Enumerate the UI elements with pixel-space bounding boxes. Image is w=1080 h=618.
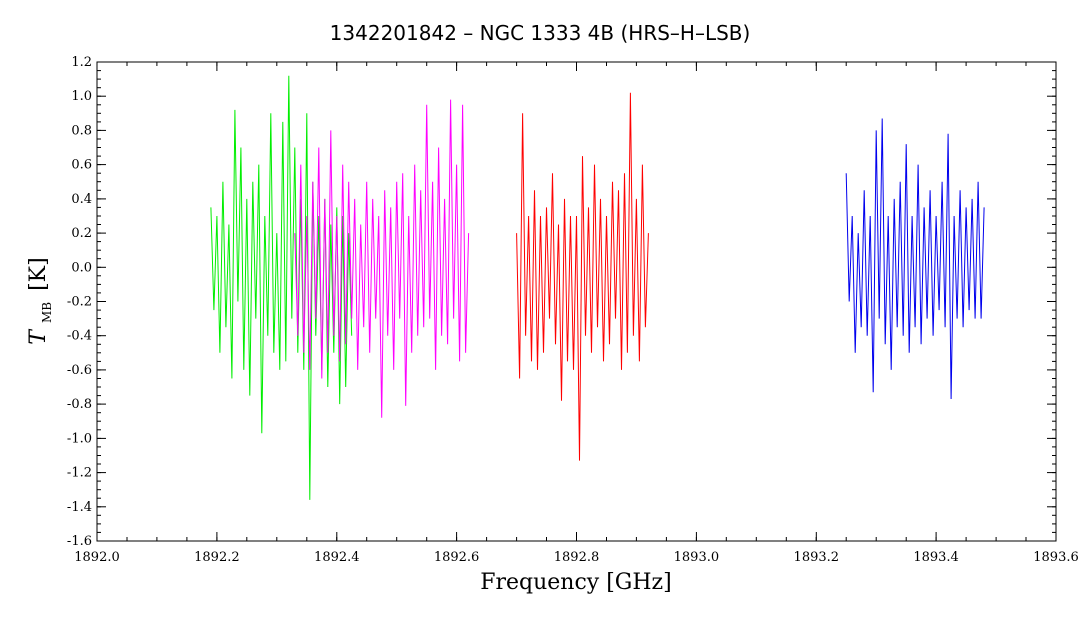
x-tick-label: 1893.0: [674, 550, 720, 565]
y-tick-label: -0.2: [67, 295, 92, 310]
ticks-layer: 1892.0 1892.2 1892.4 1892.6 1892.8 1893.0 1893…: [67, 55, 1079, 565]
series-line-4: [845, 118, 985, 400]
y-tick-label: 0.2: [71, 226, 92, 241]
x-tick-label: 1893.4: [913, 550, 959, 565]
series-layer: [210, 75, 985, 500]
y-axis-label-unit: [K]: [26, 257, 51, 291]
y-tick-label: -1.2: [67, 466, 92, 481]
y-tick-label: -1.4: [67, 500, 92, 515]
plot-area: 1892.0 1892.2 1892.4 1892.6 1892.8 1893.0 1893…: [67, 55, 1079, 565]
plot-frame: [96, 61, 1057, 542]
x-tick-label: 1892.2: [194, 550, 240, 565]
y-tick-label: 1.2: [71, 55, 92, 70]
x-tick-label: 1892.8: [554, 550, 600, 565]
y-tick-label: -0.8: [67, 397, 92, 412]
y-axis-label-subscript: MB: [40, 302, 54, 323]
y-tick-label: 0.0: [71, 260, 92, 275]
y-tick-label: 0.8: [71, 123, 92, 138]
x-tick-label: 1893.2: [794, 550, 840, 565]
chart-title: 1342201842 – NGC 1333 4B (HRS–H–LSB): [330, 21, 751, 45]
y-axis-label-symbol: T: [26, 328, 51, 345]
y-tick-label: 0.6: [71, 158, 92, 173]
series-line-3: [516, 92, 649, 461]
x-tick-label: 1892.4: [314, 550, 360, 565]
y-tick-label: 1.0: [71, 89, 92, 104]
x-tick-label: 1893.6: [1033, 550, 1079, 565]
x-axis-label: Frequency [GHz]: [480, 570, 672, 595]
y-tick-label: 0.4: [71, 192, 92, 207]
y-tick-label: -0.4: [67, 329, 92, 344]
y-tick-label: -1.0: [67, 431, 92, 446]
series-line-1: [210, 75, 353, 500]
x-tick-label: 1892.0: [74, 550, 120, 565]
y-tick-label: -0.6: [67, 363, 92, 378]
y-tick-label: -1.6: [67, 534, 92, 549]
y-axis-label-text: T MB [K]: [26, 257, 57, 344]
series-line-2: [294, 99, 470, 418]
x-tick-label: 1892.6: [434, 550, 480, 565]
y-axis-label: T MB [K]: [26, 257, 57, 344]
